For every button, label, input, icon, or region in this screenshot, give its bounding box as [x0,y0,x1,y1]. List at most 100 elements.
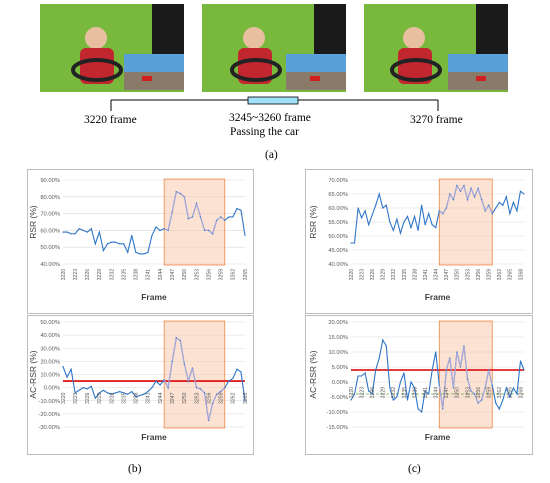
data-point [463,345,465,347]
data-point [466,199,469,201]
y-tick-label: -30.00% [38,425,60,431]
data-point [102,249,105,252]
data-point [244,234,246,237]
data-point [131,390,133,393]
data-point [183,363,185,365]
x-tick-label: 3253 [465,387,471,399]
x-tick-label: 3250 [182,269,188,281]
x-tick-label: 3253 [194,392,200,404]
data-point [350,242,352,244]
x-tick-label: 3244 [434,269,440,281]
y-tick-label: 55.00% [328,220,348,226]
data-point [228,216,230,218]
data-point [463,185,465,187]
data-point [110,241,113,243]
data-point [378,357,380,359]
data-point [195,202,198,205]
data-point [119,243,121,245]
x-tick-label: 3235 [121,392,127,404]
y-tick-label: 10.00% [328,350,348,356]
data-point [179,192,181,195]
data-point [505,196,507,198]
x-tick-label: 3256 [206,269,212,281]
data-point [445,369,447,371]
x-tick-label: 3268 [518,269,524,281]
data-point [357,375,359,377]
data-point [484,387,486,389]
data-point [74,392,76,394]
y-tick-label: 70.00% [328,178,348,184]
data-point [106,243,109,245]
data-point [78,228,80,230]
data-point [396,218,398,220]
y-axis-title: AC-RSR (%) [308,350,318,398]
data-point [224,219,226,221]
series-line [351,184,525,244]
highlight-region [163,178,226,266]
y-axis-title: AC-RSR (%) [28,350,38,398]
data-point [212,402,214,404]
x-tick-label: 3262 [231,392,237,404]
x-axis-title: Frame [141,432,167,442]
data-point [208,419,210,422]
video-frame-3270 [364,4,508,92]
data-point [477,187,479,189]
data-point [449,357,451,359]
data-point [357,207,359,209]
series-line [350,338,525,414]
data-point [66,376,68,378]
x-tick-label: 3265 [508,269,514,281]
y-tick-label: 60.00% [328,206,348,212]
x-tick-label: 3262 [497,387,503,399]
data-point [385,204,387,206]
data-point [171,211,173,213]
y-tick-label: 50.00% [328,234,348,240]
data-point [516,210,518,212]
data-point [421,411,423,413]
data-point [466,378,469,380]
x-tick-label: 3226 [370,387,376,399]
data-point [123,392,125,394]
x-tick-label: 3259 [486,387,492,399]
x-tick-label: 3229 [381,387,387,399]
data-point [403,372,405,374]
x-tick-label: 3235 [402,387,408,399]
data-point [516,393,518,395]
data-point [509,213,511,215]
y-tick-label: 0.00% [332,380,348,386]
data-point [435,227,437,229]
data-point [410,381,412,383]
data-point [171,360,173,362]
x-tick-label: 3232 [391,269,397,281]
x-tick-label: 3256 [476,269,482,281]
x-tick-label: 3253 [465,269,471,281]
x-tick-label: 3259 [219,269,225,281]
data-point [66,231,68,233]
data-point [428,213,430,215]
data-point [98,231,100,233]
x-tick-label: 3268 [518,387,524,399]
data-point [228,380,230,382]
y-tick-label: 5.00% [332,365,348,371]
data-point [456,351,458,353]
x-tick-label: 3250 [182,392,188,404]
data-point [502,204,504,206]
data-point [220,216,222,218]
data-point [191,367,194,369]
chart-panel-c-top: 40.00% 45.00% 50.00% 55.00% 60.00% 65.00% 70.0… [305,169,533,314]
frame-timeline [110,96,439,111]
y-axis-title: RSR (%) [28,205,38,239]
data-point [392,399,394,401]
data-point [495,207,497,209]
x-tick-label: 3220 [61,392,67,404]
data-point [143,253,145,255]
data-point [512,387,515,389]
x-tick-label: 3238 [412,387,418,399]
data-point [62,366,64,368]
data-point [224,387,226,389]
y-tick-label: 90.00% [40,178,60,184]
data-point [498,408,500,410]
x-tick-label: 3241 [423,269,429,281]
data-point [399,381,402,383]
data-point [421,204,423,206]
